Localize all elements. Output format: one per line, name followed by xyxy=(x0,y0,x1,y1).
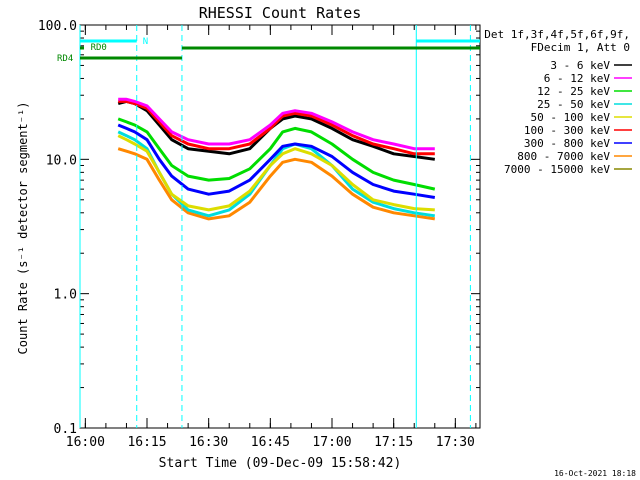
y-tick-label: 0.1 xyxy=(54,422,77,437)
legend-header-line-2: FDecim 1, Att 0 xyxy=(531,41,630,54)
legend-entry-label: 3 - 6 keV xyxy=(550,59,610,72)
legend-entry-label: 300 - 800 keV xyxy=(524,137,610,150)
y-tick-label: 1.0 xyxy=(54,288,77,303)
x-tick-label: 16:00 xyxy=(66,435,105,450)
legend-entry-label: 800 - 7000 keV xyxy=(517,150,610,163)
x-tick-label: 16:45 xyxy=(251,435,290,450)
x-tick-label: 17:15 xyxy=(374,435,413,450)
plot-frame xyxy=(79,24,481,429)
x-tick-label: 17:30 xyxy=(436,435,475,450)
y-tick-label: 10.0 xyxy=(46,153,77,168)
legend-entry-label: 100 - 300 keV xyxy=(524,124,610,137)
legend-header-line-1: Det 1f,3f,4f,5f,6f,9f, xyxy=(484,28,630,41)
plot-area: 0.1 1.0 10.0 100.0 16:00 16:15 16:30 16:45 17:00… xyxy=(38,19,632,450)
legend-entry-label: 25 - 50 keV xyxy=(537,98,610,111)
y-axis-label: Count Rate (s⁻¹ detector segment⁻¹) xyxy=(16,102,30,355)
series-line xyxy=(117,117,436,191)
y-tick-label: 100.0 xyxy=(38,19,77,34)
legend-entry-label: 7000 - 15000 keV xyxy=(504,163,610,176)
legend-entry-label: 50 - 100 keV xyxy=(531,111,611,124)
series-line xyxy=(117,147,436,221)
x-tick-label: 16:30 xyxy=(189,435,228,450)
attenuator-flag-label: N xyxy=(143,37,148,47)
x-tick-label: 16:15 xyxy=(127,435,166,450)
decimation-flag-label: RD0 xyxy=(91,43,107,53)
legend-entry-label: 12 - 25 keV xyxy=(537,85,610,98)
series-line xyxy=(118,99,435,156)
series-line xyxy=(117,123,436,199)
chart-title: RHESSI Count Rates xyxy=(199,4,362,22)
series-line xyxy=(118,97,435,151)
x-tick-label: 17:00 xyxy=(312,435,351,450)
x-axis-label: Start Time (09-Dec-09 15:58:42) xyxy=(159,456,402,471)
series-line xyxy=(117,134,435,212)
legend-entry-label: 6 - 12 keV xyxy=(544,72,611,85)
decimation-flag-label: RD4 xyxy=(57,54,73,64)
footer-timestamp: 16-Oct-2021 18:18 xyxy=(554,469,636,478)
series-line xyxy=(117,99,436,161)
